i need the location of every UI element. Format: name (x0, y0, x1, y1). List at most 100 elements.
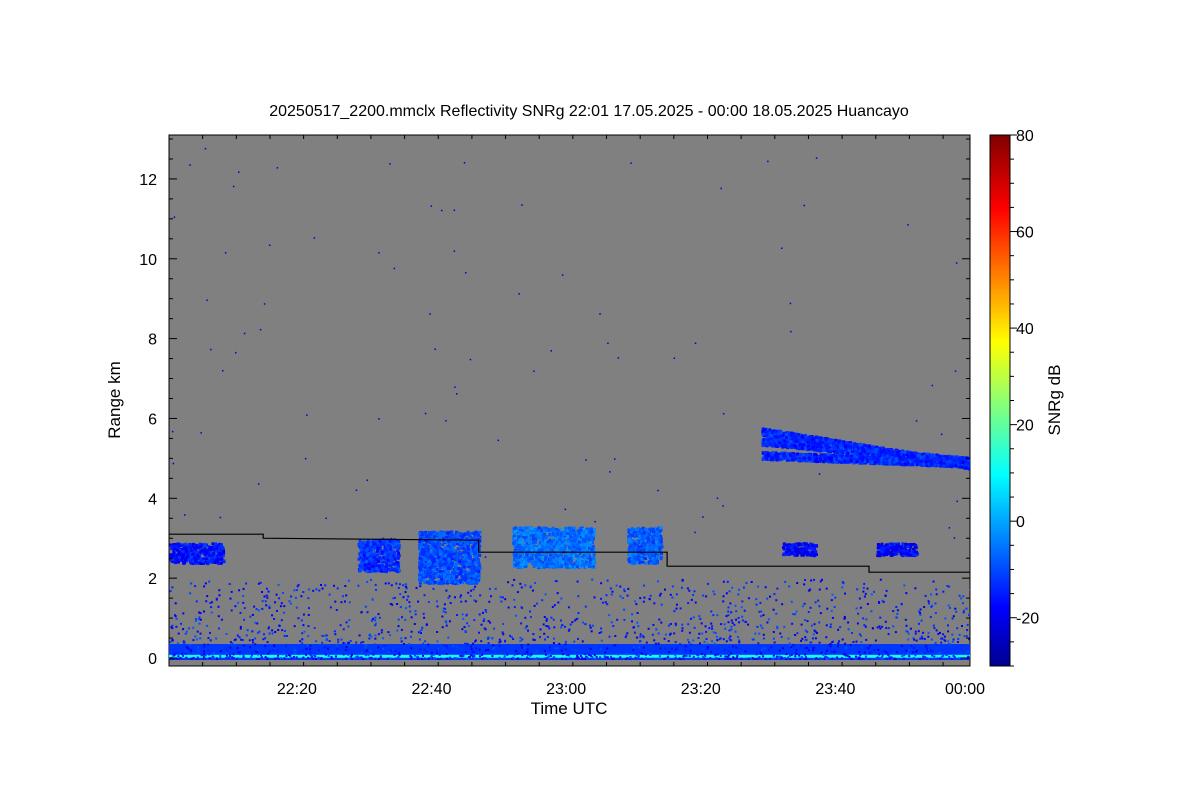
clutter-pixel (182, 640, 185, 643)
clutter-pixel (397, 655, 400, 658)
clutter-pixel (252, 641, 254, 644)
clutter-pixel (864, 647, 867, 650)
clutter-pixel (481, 653, 484, 656)
clutter-pixel (873, 649, 876, 652)
cloud-pixel (391, 554, 395, 558)
clutter-pixel (881, 658, 884, 660)
cloud-pixel (173, 559, 177, 563)
clutter-pixel (485, 657, 488, 660)
cloud-pixel (426, 547, 430, 551)
clutter-pixel (727, 614, 730, 617)
clutter-pixel (565, 657, 568, 660)
cloud-pixel (452, 552, 456, 556)
cloud-pixel (523, 549, 527, 553)
clutter-pixel (777, 655, 780, 658)
cloud-pixel (478, 544, 482, 548)
cloud-pixel (419, 554, 423, 557)
cloud-pixel (372, 548, 375, 552)
noise-speck (617, 357, 620, 359)
cloud-pixel (527, 534, 531, 538)
clutter-pixel (481, 657, 484, 660)
clutter-pixel (545, 619, 548, 622)
cloud-pixel (386, 544, 390, 547)
clutter-pixel (463, 626, 466, 628)
clutter-pixel (286, 635, 288, 637)
cloud-pixel (437, 548, 441, 552)
clutter-pixel (206, 657, 209, 660)
clutter-pixel (732, 656, 735, 659)
clutter-pixel (281, 629, 284, 632)
clutter-pixel (171, 624, 174, 627)
clutter-pixel (374, 643, 376, 646)
clutter-pixel (773, 641, 776, 644)
clutter-pixel (697, 657, 700, 660)
chart-title: 20250517_2200.mmclx Reflectivity SNRg 22… (269, 103, 909, 120)
clutter-pixel (647, 658, 650, 660)
clutter-pixel (501, 631, 504, 634)
cloud-pixel (372, 542, 376, 546)
cloud-pixel (472, 541, 476, 545)
cloud-pixel (513, 526, 517, 530)
cloud-pixel (453, 568, 457, 572)
cloud-pixel (453, 562, 457, 566)
clutter-pixel (800, 639, 803, 642)
clutter-pixel (621, 597, 624, 599)
clutter-pixel (250, 654, 253, 657)
clutter-pixel (859, 606, 862, 609)
cloud-pixel (425, 574, 429, 578)
clutter-pixel (914, 587, 917, 590)
clutter-pixel (568, 628, 571, 631)
clutter-pixel (283, 651, 286, 654)
clutter-pixel (267, 645, 270, 647)
clutter-pixel (506, 653, 509, 656)
clutter-pixel (642, 651, 644, 654)
clutter-pixel (515, 614, 517, 617)
clutter-pixel (710, 651, 713, 654)
cloud-pixel (576, 534, 580, 538)
clutter-pixel (914, 632, 917, 635)
clutter-pixel (362, 657, 365, 660)
cloud-pixel (361, 564, 365, 567)
cloud-pixel (592, 533, 596, 537)
clutter-pixel (322, 644, 325, 647)
clutter-pixel (273, 618, 276, 620)
cloud-pixel (188, 558, 192, 562)
clutter-pixel (561, 624, 564, 627)
cloud-pixel (636, 529, 640, 533)
cloud-pixel (529, 534, 533, 538)
cloud-pixel (170, 553, 174, 557)
clutter-pixel (600, 639, 603, 642)
clutter-pixel (862, 617, 865, 620)
clutter-pixel (416, 655, 419, 658)
clutter-pixel (651, 633, 654, 636)
clutter-pixel (225, 652, 228, 654)
clutter-pixel (719, 637, 722, 640)
clutter-pixel (948, 585, 951, 588)
clutter-pixel (464, 642, 466, 645)
cloud-pixel (211, 553, 214, 557)
clutter-pixel (503, 657, 506, 660)
cloud-pixel (549, 540, 553, 544)
cloud-pixel (424, 570, 428, 573)
cloud-pixel (470, 551, 474, 555)
clutter-pixel (764, 657, 767, 660)
clutter-pixel (544, 653, 547, 656)
clutter-pixel (339, 624, 342, 627)
cloud-pixel (435, 549, 439, 553)
cloud-pixel (432, 558, 436, 562)
clutter-pixel (529, 610, 531, 613)
cloud-pixel (467, 581, 471, 585)
clutter-pixel (347, 579, 350, 582)
clutter-pixel (377, 613, 380, 616)
clutter-pixel (569, 623, 572, 626)
cloud-pixel (219, 553, 223, 557)
clutter-pixel (776, 625, 779, 628)
cloud-region (169, 542, 226, 566)
clutter-pixel (860, 641, 863, 644)
cloud-pixel (371, 565, 375, 569)
clutter-pixel (903, 584, 906, 587)
cloud-pixel (588, 561, 592, 565)
clutter-pixel (297, 652, 300, 655)
clutter-pixel (389, 634, 391, 637)
cloud-pixel (430, 578, 434, 582)
